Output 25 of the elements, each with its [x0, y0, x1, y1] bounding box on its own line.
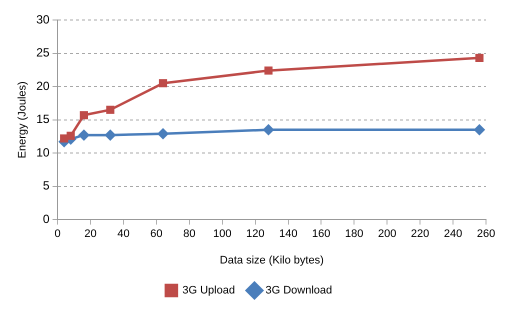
x-tick-label: 260 [476, 228, 496, 240]
x-tick-label: 80 [183, 228, 196, 240]
x-tick-label: 200 [378, 228, 396, 240]
x-tick-label: 160 [312, 228, 330, 240]
y-tick-label: 20 [36, 78, 50, 93]
y-tick-label: 15 [36, 112, 50, 126]
y-axis-title: Energy (Joules) [16, 81, 29, 158]
x-axis-title: Data size (Kilo bytes) [220, 254, 324, 266]
x-tick-label: 0 [54, 228, 61, 240]
y-tick-label: 5 [42, 178, 50, 193]
x-tick-label: 120 [246, 228, 264, 240]
legend-label: 3G Download [265, 284, 332, 297]
y-tick-label: 30 [36, 12, 50, 26]
x-tick-label: 220 [410, 228, 430, 240]
y-tick-label: 0 [42, 212, 50, 226]
x-tick-label: 60 [150, 228, 163, 240]
y-tick-label: 25 [36, 46, 50, 60]
legend-label: 3G Upload [182, 284, 235, 297]
x-tick-label: 40 [117, 228, 130, 240]
x-tick-label: 240 [444, 228, 462, 240]
x-tick-label: 20 [84, 228, 97, 240]
x-tick-label: 100 [213, 228, 232, 240]
x-tick-label: 180 [344, 228, 364, 240]
y-tick-label: 10 [36, 145, 50, 160]
x-tick-label: 140 [279, 228, 298, 240]
